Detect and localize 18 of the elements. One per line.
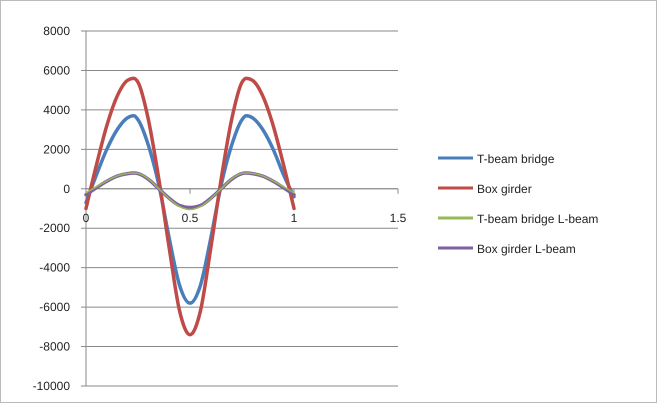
legend-label: Box girder xyxy=(477,182,532,196)
x-tick-label: 1.5 xyxy=(390,210,407,225)
y-tick-label: 8000 xyxy=(43,24,70,38)
y-tick-label: -8000 xyxy=(39,340,70,354)
x-tick-label: 1 xyxy=(290,210,298,225)
y-tick-label: -6000 xyxy=(39,300,70,314)
legend-label: T-beam bridge xyxy=(477,152,555,166)
y-tick-label: 4000 xyxy=(43,102,70,117)
y-tick-label: 6000 xyxy=(43,63,70,78)
y-tick-label: -4000 xyxy=(39,260,70,275)
y-tick-label: 2000 xyxy=(43,142,70,156)
legend-label: T-beam bridge L-beam xyxy=(477,212,598,226)
x-tick-label: 0.5 xyxy=(182,210,199,225)
legend-label: Box girder L-beam xyxy=(477,242,576,256)
y-tick-label: -2000 xyxy=(39,221,70,236)
y-tick-label: -10000 xyxy=(32,379,70,393)
y-tick-label: 0 xyxy=(63,182,70,196)
x-tick-label: 0 xyxy=(82,210,90,225)
